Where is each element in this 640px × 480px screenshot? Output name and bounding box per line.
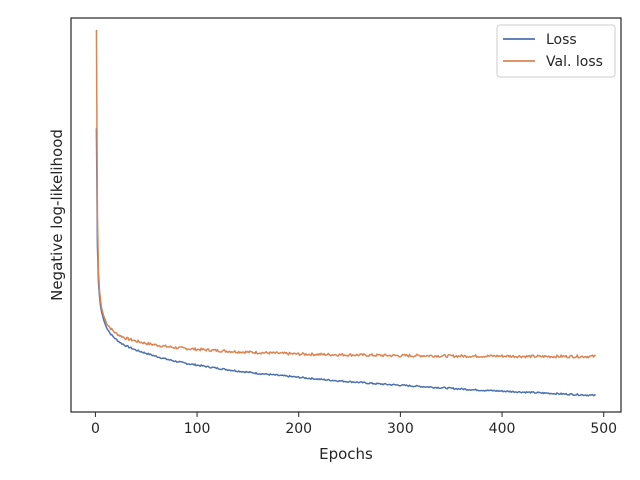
x-tick-label: 100	[184, 421, 211, 437]
x-tick-label: 400	[489, 421, 516, 437]
y-axis-label: Negative log-likelihood	[48, 129, 66, 301]
series-line-val-loss	[95, 29, 596, 359]
plot-frame	[70, 17, 622, 413]
x-tick-label: 500	[590, 421, 617, 437]
series-layer	[95, 29, 596, 397]
series-line-loss	[95, 128, 596, 397]
legend-label-val-loss: Val. loss	[546, 54, 603, 70]
x-axis-label: Epochs	[319, 445, 373, 463]
legend-label-loss: Loss	[546, 32, 577, 48]
x-tick-label: 200	[285, 421, 312, 437]
legend-box	[496, 24, 616, 78]
x-axis-ticks: 0 100 200 300 400 500	[91, 412, 617, 437]
legend: Loss Val. loss	[496, 24, 616, 78]
x-tick-label: 300	[387, 421, 414, 437]
x-tick-label: 0	[91, 421, 100, 437]
